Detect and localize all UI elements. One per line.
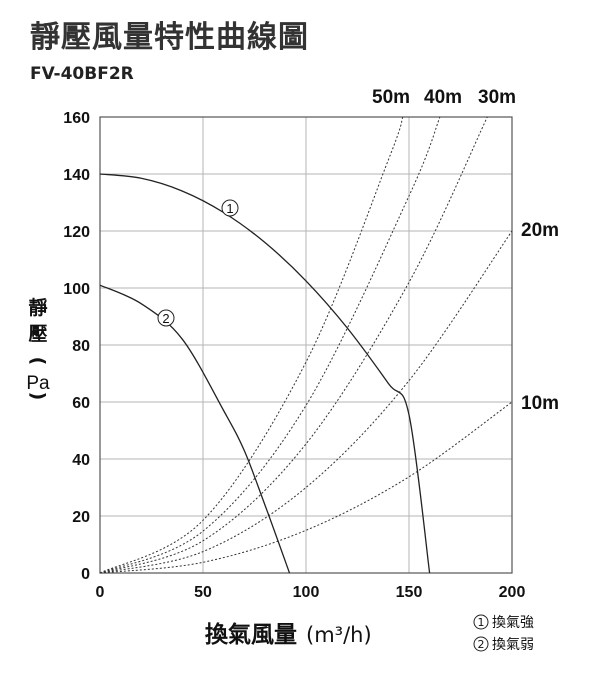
duct-curve-20m: [99, 230, 513, 574]
duct-label-10m: 10m: [521, 393, 559, 414]
y-tick-label: 60: [72, 395, 90, 412]
x-tick-label: 200: [499, 584, 526, 601]
duct-curve-30m: [99, 116, 488, 574]
plot-frame: [99, 116, 513, 574]
curve-marker-circle: [157, 309, 175, 327]
legend-entry: 換氣弱: [492, 637, 534, 653]
y-tick-label: 0: [81, 566, 90, 583]
y-axis-label-bracket: ): [27, 392, 49, 401]
duct-label-30m: 30m: [478, 87, 516, 108]
y-tick-label: 40: [72, 452, 90, 469]
x-tick-label: 50: [194, 584, 212, 601]
duct-curve-10m: [99, 401, 513, 574]
duct-label-40m: 40m: [424, 87, 462, 108]
y-tick-label: 80: [72, 338, 90, 355]
y-axis-label-bracket: (: [27, 357, 49, 366]
legend-marker-circle: [473, 636, 489, 652]
curve-marker-circle: [221, 199, 239, 217]
model-number: FV-40BF2R: [30, 64, 134, 84]
curve-marker-number: 1: [226, 201, 233, 216]
duct-label-50m: 50m: [372, 87, 410, 108]
fan-curve-2: [99, 284, 291, 574]
x-tick-label: 150: [396, 584, 423, 601]
duct-label-20m: 20m: [521, 220, 559, 241]
curve-marker-number: 2: [162, 311, 169, 326]
y-axis-label-char: Pa: [26, 373, 50, 394]
y-axis-label-char: 靜: [28, 296, 47, 319]
fan-curve-1: [99, 173, 431, 574]
legend-marker-circle: [473, 614, 489, 630]
y-tick-label: 140: [63, 167, 90, 184]
y-tick-label: 120: [63, 224, 90, 241]
y-tick-label: 20: [72, 509, 90, 526]
legend-marker-number: 2: [478, 638, 485, 651]
duct-curve-50m: [99, 116, 404, 574]
y-axis-label-char: 壓: [28, 323, 47, 345]
x-tick-label: 100: [293, 584, 320, 601]
chart-title: 靜壓風量特性曲線圖: [30, 20, 309, 55]
y-tick-label: 100: [63, 281, 90, 298]
legend-entry: 換氣強: [492, 615, 534, 631]
x-tick-label: 0: [96, 584, 105, 601]
y-tick-label: 160: [63, 110, 90, 127]
x-axis-unit: (m³/h): [306, 623, 372, 647]
legend-marker-number: 1: [478, 616, 485, 629]
x-axis-label: 換氣風量: [205, 621, 297, 648]
